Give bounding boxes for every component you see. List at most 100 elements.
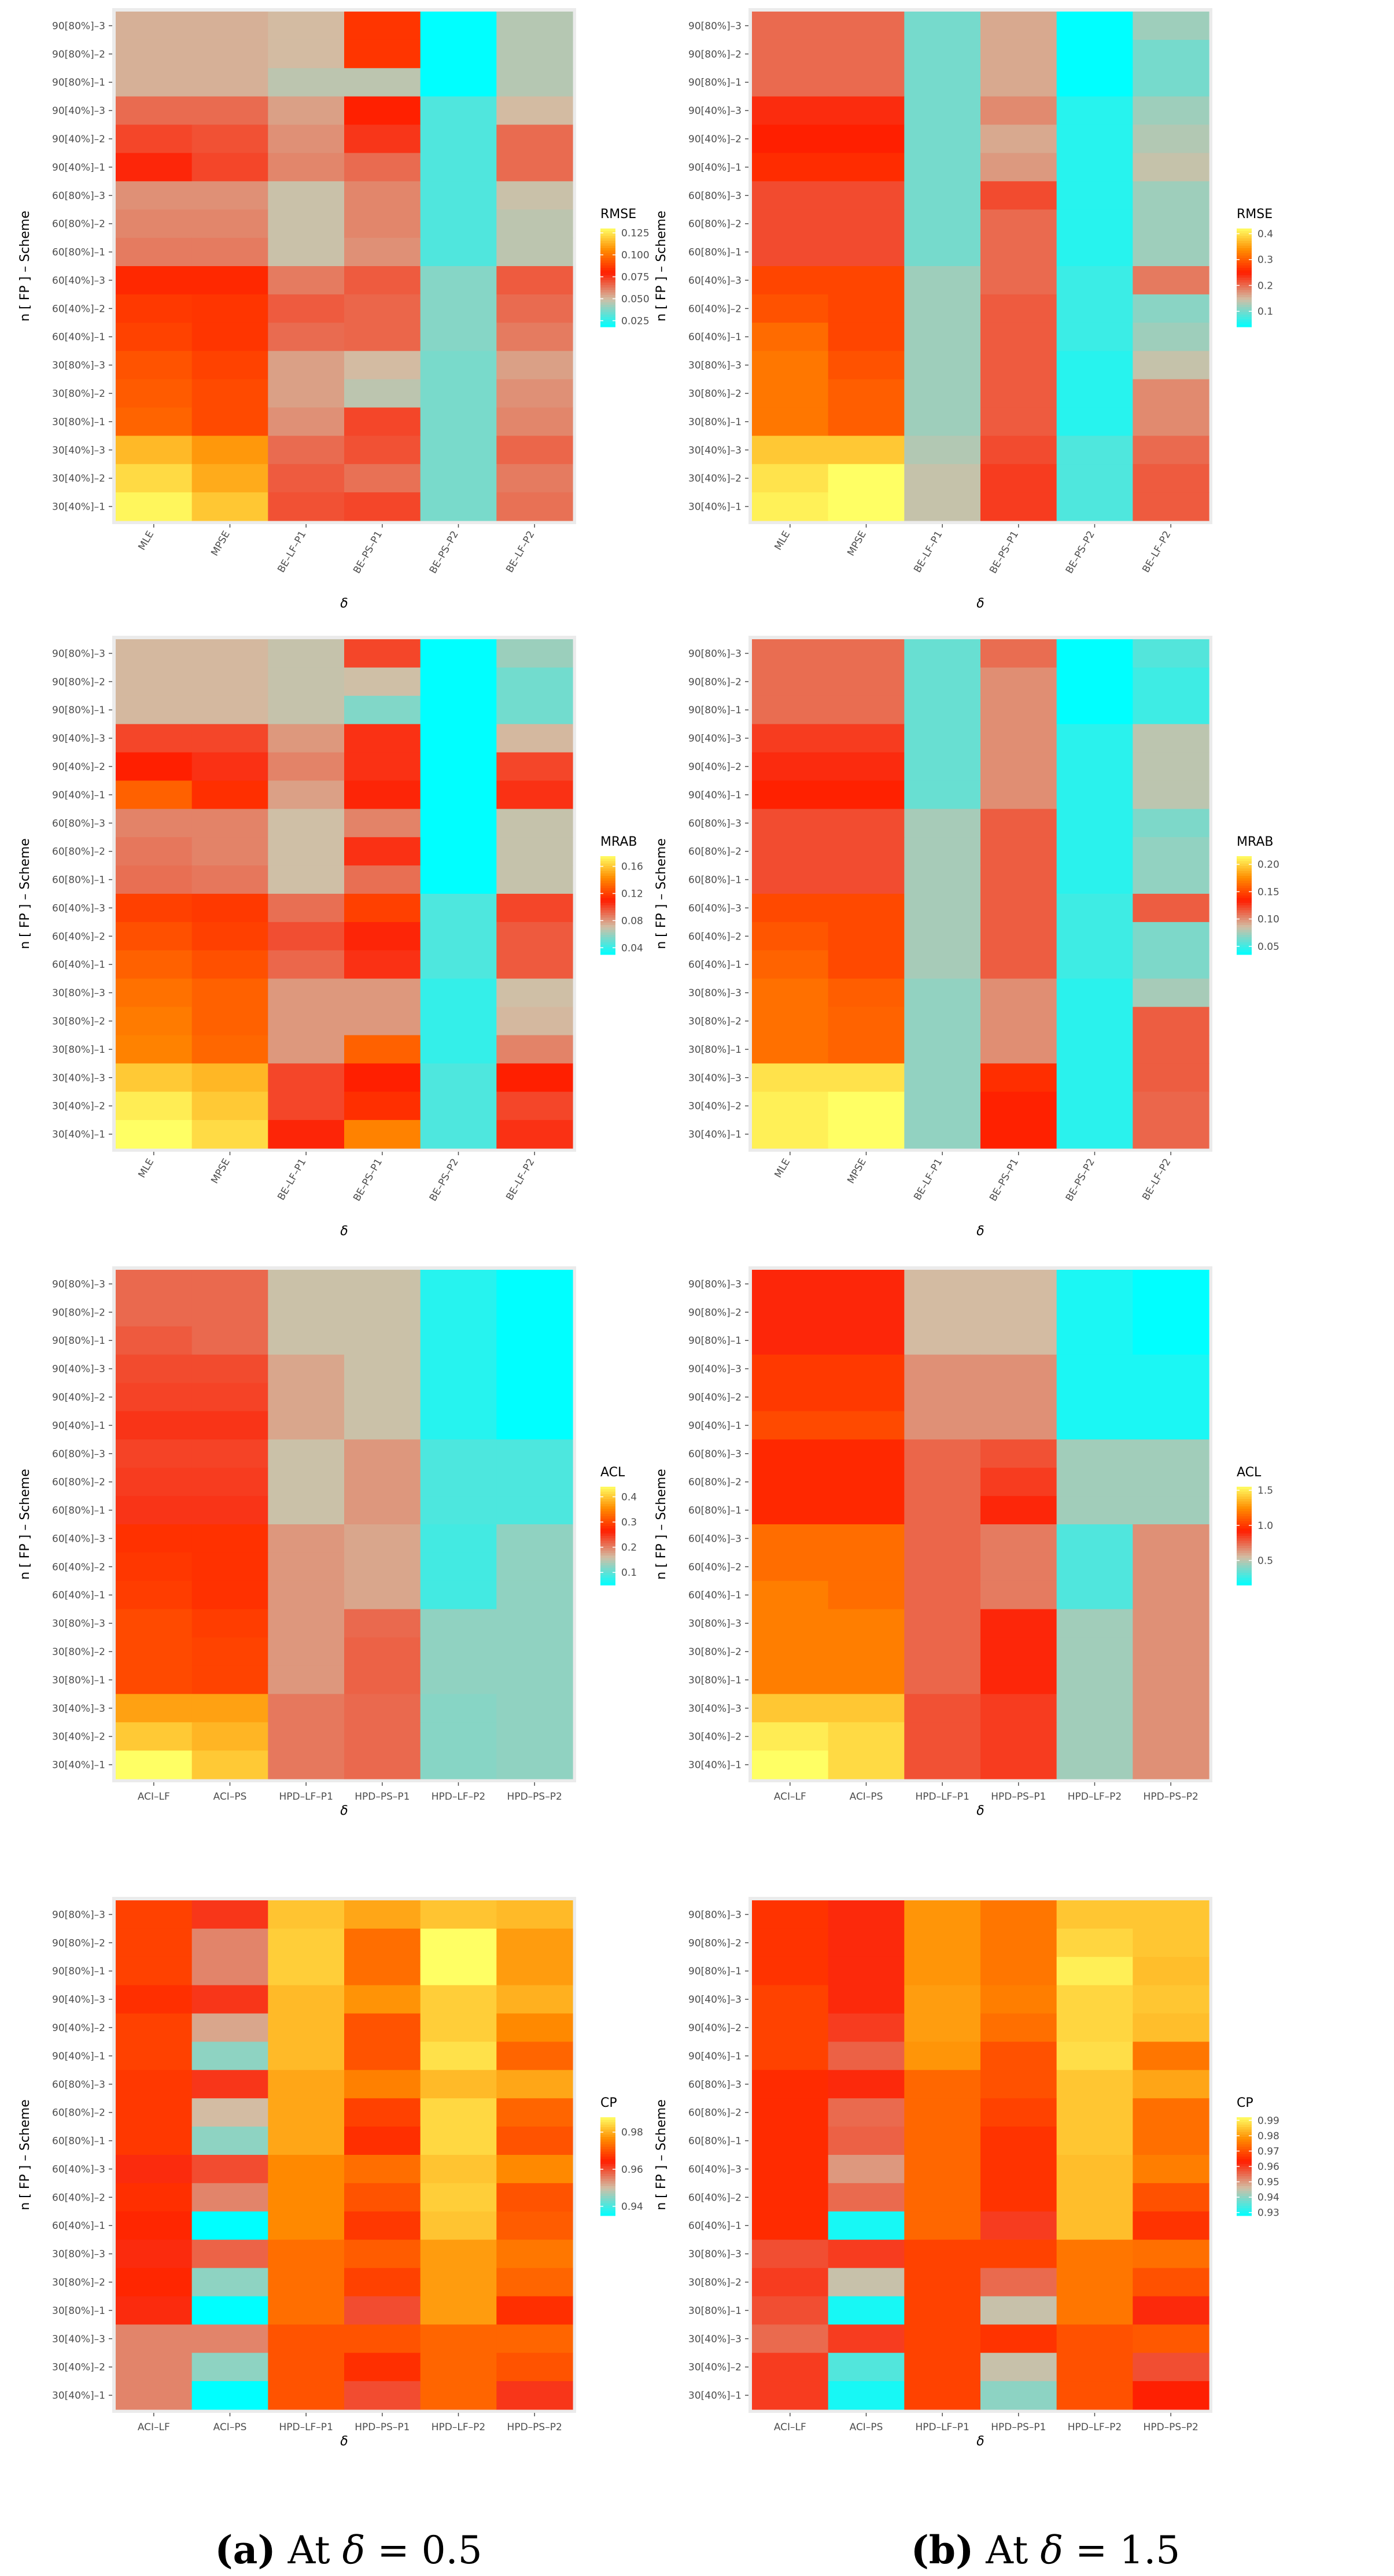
row-tick-label: 30[40%]–3 <box>688 2334 742 2345</box>
heatmap-cell <box>116 978 193 1008</box>
column-tick-label: HPD–PS–P2 <box>507 1791 562 1803</box>
heatmap-cell <box>980 2183 1057 2212</box>
heatmap-cell <box>1056 1637 1133 1667</box>
legend-gradient-step <box>600 309 615 313</box>
heatmap-cell <box>1056 266 1133 295</box>
y-axis-title: n [ FP ] – Scheme <box>18 2099 32 2210</box>
heatmap-cell <box>496 2155 573 2184</box>
legend-gradient-step <box>1237 937 1252 941</box>
heatmap-cell <box>1056 894 1133 923</box>
legend-gradient-step <box>1237 2151 1252 2155</box>
row-tick-label: 90[80%]–3 <box>52 20 105 32</box>
heatmap-cell <box>1056 492 1133 521</box>
heatmap-cell <box>496 96 573 126</box>
legend-gradient-step <box>1237 945 1252 948</box>
heatmap-cell <box>828 492 905 521</box>
heatmap-cell <box>980 1092 1057 1121</box>
row-tick-label: 60[80%]–1 <box>52 875 105 886</box>
heatmap-cell <box>420 978 497 1008</box>
legend-gradient-step <box>600 1519 615 1522</box>
heatmap-cell <box>268 1092 345 1121</box>
legend-gradient-step <box>600 922 615 926</box>
heatmap-cell <box>420 153 497 182</box>
legend-gradient-step <box>1237 905 1252 908</box>
row-tick-label: 90[40%]–3 <box>52 1994 105 2006</box>
heatmap-cell <box>904 695 981 725</box>
heatmap-cell <box>268 2127 345 2155</box>
heatmap-cell <box>344 1985 421 2014</box>
heatmap-cell <box>268 96 345 126</box>
legend-gradient-step <box>1237 917 1252 921</box>
row-tick-label: 60[40%]–1 <box>52 959 105 971</box>
heatmap-cell <box>420 1609 497 1638</box>
heatmap-cell <box>1056 1411 1133 1440</box>
heatmap-cell <box>904 2239 981 2269</box>
heatmap-cell <box>116 1750 193 1779</box>
row-tick-label: 90[40%]–1 <box>52 790 105 801</box>
heatmap-cell <box>752 2155 829 2184</box>
heatmap-cell <box>268 436 345 465</box>
x-axis-title: δ <box>976 2434 984 2449</box>
legend-gradient-step <box>600 278 615 281</box>
legend-gradient-step <box>1237 2208 1252 2212</box>
row-tick-label: 30[80%]–2 <box>688 1646 742 1658</box>
legend-gradient-step <box>600 2137 615 2140</box>
row-tick-label: 90[40%]–3 <box>688 105 742 117</box>
heatmap-cp_a: 90[80%]–3 90[80%]–2 90[80%]–1 90[40%]–3 90[4… <box>18 1897 643 2449</box>
heatmap-acl_b: 90[80%]–3 90[80%]–2 90[80%]–1 90[40%]–3 90[4… <box>654 1266 1273 1818</box>
heatmap-cell <box>828 238 905 267</box>
heatmap-cell <box>1133 2013 1209 2043</box>
heatmap-cell <box>344 1007 421 1036</box>
legend-gradient-step <box>600 1536 615 1539</box>
heatmap-cell <box>1056 1439 1133 1468</box>
caption-a-delta: δ <box>342 2528 366 2573</box>
heatmap-cell <box>268 1985 345 2014</box>
heatmap-cell <box>752 1665 829 1694</box>
legend-gradient-step <box>600 1546 615 1549</box>
row-tick-label: 30[80%]–3 <box>52 2249 105 2260</box>
heatmap-cell <box>116 865 193 894</box>
heatmap-cell <box>191 2041 268 2070</box>
legend-gradient-step <box>600 1582 615 1586</box>
heatmap-cell <box>980 724 1057 753</box>
heatmap-cell <box>268 922 345 951</box>
heatmap-cell <box>904 209 981 238</box>
row-tick-label: 30[40%]–3 <box>688 1703 742 1715</box>
legend-tick-label: 0.2 <box>1257 280 1273 292</box>
heatmap-cell <box>904 1411 981 1440</box>
row-tick-label: 90[80%]–3 <box>52 1909 105 1921</box>
legend-gradient-step <box>1237 1531 1252 1534</box>
heatmap-cell <box>828 407 905 436</box>
heatmap-cell <box>116 2013 193 2043</box>
heatmap-cell <box>191 667 268 696</box>
heatmap-cell <box>116 1900 193 1929</box>
heatmap-cell <box>496 2183 573 2212</box>
row-tick-label: 90[40%]–3 <box>52 1363 105 1375</box>
legend-gradient-step <box>600 883 615 886</box>
heatmap-cell <box>268 1383 345 1412</box>
legend-gradient-step <box>1237 241 1252 244</box>
heatmap-cell <box>752 266 829 295</box>
heatmap-cell <box>344 1298 421 1327</box>
heatmap-cell <box>904 2098 981 2127</box>
heatmap-cell <box>268 181 345 210</box>
heatmap-cell <box>980 1985 1057 2014</box>
row-tick-label: 60[40%]–2 <box>688 303 742 315</box>
legend-gradient-step <box>600 1526 615 1529</box>
heatmap-cell <box>1056 2013 1133 2043</box>
legend-gradient-step <box>1237 1528 1252 1532</box>
heatmap-cell <box>980 1326 1057 1355</box>
heatmap-cell <box>344 2098 421 2127</box>
y-axis-title: n [ FP ] – Scheme <box>18 211 32 322</box>
heatmap-cell <box>496 1524 573 1553</box>
heatmap-cell <box>344 379 421 408</box>
row-tick-label: 60[40%]–1 <box>688 1590 742 1601</box>
heatmap-cell <box>420 1468 497 1497</box>
row-tick-label: 60[40%]–3 <box>52 1533 105 1545</box>
heatmap-cell <box>980 492 1057 521</box>
legend-gradient-step <box>1237 1497 1252 1499</box>
legend-gradient-step <box>1237 1541 1252 1544</box>
legend-gradient-step <box>1237 1516 1252 1519</box>
heatmap-cell <box>1133 950 1209 979</box>
heatmap-cell <box>904 351 981 380</box>
